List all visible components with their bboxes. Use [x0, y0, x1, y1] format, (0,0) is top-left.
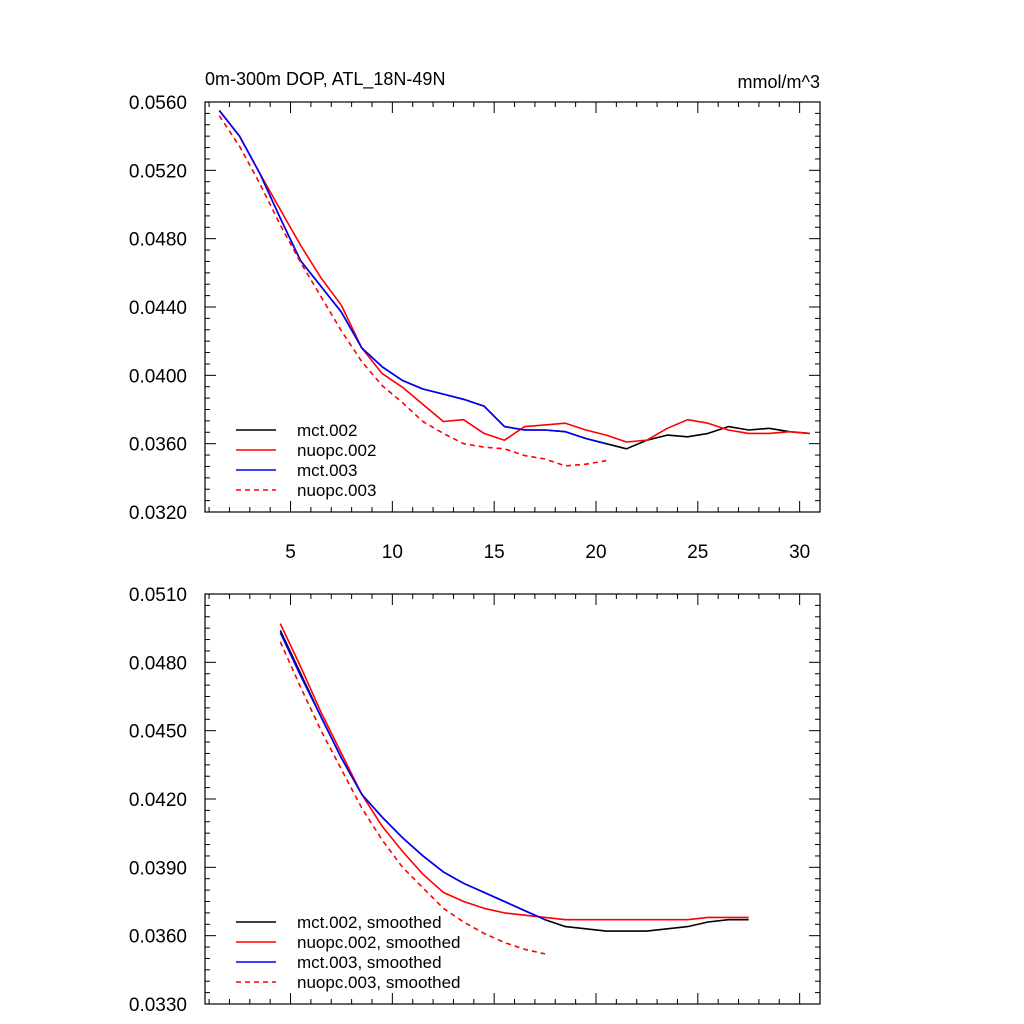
bottom-legend-label-4: nuopc.003, smoothed	[297, 973, 461, 992]
bottom-tick-marks	[205, 593, 821, 1005]
bottom-legend-label-2: nuopc.002, smoothed	[297, 933, 461, 952]
top-y-tick-label: 0.0480	[129, 230, 187, 251]
top-legend-label-2: nuopc.002	[297, 441, 376, 460]
top-x-tick-label: 10	[382, 542, 403, 563]
top-series-line-2	[218, 110, 810, 443]
top-legend-label-3: mct.003	[297, 461, 357, 480]
bottom-y-tick-label: 0.0360	[129, 927, 187, 948]
bottom-y-tick-labels: 0.0510 0.0480 0.0450 0.0420 0.0390 0.0360 0.03…	[129, 585, 187, 1016]
top-legend-label-4: nuopc.003	[297, 481, 376, 500]
bottom-y-tick-label: 0.0450	[129, 722, 187, 743]
bottom-legend-label-3: mct.003, smoothed	[297, 953, 442, 972]
bottom-y-tick-label: 0.0480	[129, 653, 187, 674]
top-x-tick-labels: 5 10 15 20 25 30	[285, 542, 810, 563]
top-x-tick-label: 15	[484, 542, 505, 563]
top-series-line-1	[218, 110, 810, 450]
top-y-tick-label: 0.0360	[129, 435, 187, 456]
bottom-panel: 0.0510 0.0480 0.0450 0.0420 0.0390 0.0360 0.03…	[129, 585, 821, 1016]
top-x-tick-label: 30	[789, 542, 810, 563]
bottom-series-line-2	[279, 623, 749, 921]
top-x-tick-label: 25	[687, 542, 708, 563]
top-x-tick-label: 20	[585, 542, 606, 563]
top-y-tick-label: 0.0520	[129, 161, 187, 182]
bottom-legend-label-1: mct.002, smoothed	[297, 913, 442, 932]
bottom-series-line-3	[279, 632, 546, 921]
top-units-label: mmol/m^3	[738, 72, 820, 92]
bottom-series-line-1	[279, 630, 749, 932]
top-panel: 0.0560 0.0520 0.0480 0.0440 0.0400 0.0360 0.03…	[129, 69, 821, 563]
top-series-lines	[218, 110, 810, 467]
top-legend-label-1: mct.002	[297, 421, 357, 440]
top-x-tick-label: 5	[285, 542, 296, 563]
top-series-line-3	[218, 110, 607, 445]
bottom-y-tick-label: 0.0330	[129, 995, 187, 1016]
top-y-tick-label: 0.0440	[129, 298, 187, 319]
top-y-tick-label: 0.0400	[129, 366, 187, 387]
top-series-line-4	[218, 115, 607, 467]
bottom-series-lines	[279, 623, 749, 955]
top-y-tick-label: 0.0320	[129, 503, 187, 524]
bottom-y-tick-label: 0.0390	[129, 858, 187, 879]
bottom-y-tick-label: 0.0510	[129, 585, 187, 606]
bottom-y-tick-label: 0.0420	[129, 790, 187, 811]
top-chart-title: 0m-300m DOP, ATL_18N-49N	[205, 69, 445, 90]
top-y-tick-labels: 0.0560 0.0520 0.0480 0.0440 0.0400 0.0360 0.03…	[129, 93, 187, 524]
bottom-series-line-4	[279, 641, 546, 955]
top-tick-marks	[205, 101, 821, 513]
top-y-tick-label: 0.0560	[129, 93, 187, 114]
